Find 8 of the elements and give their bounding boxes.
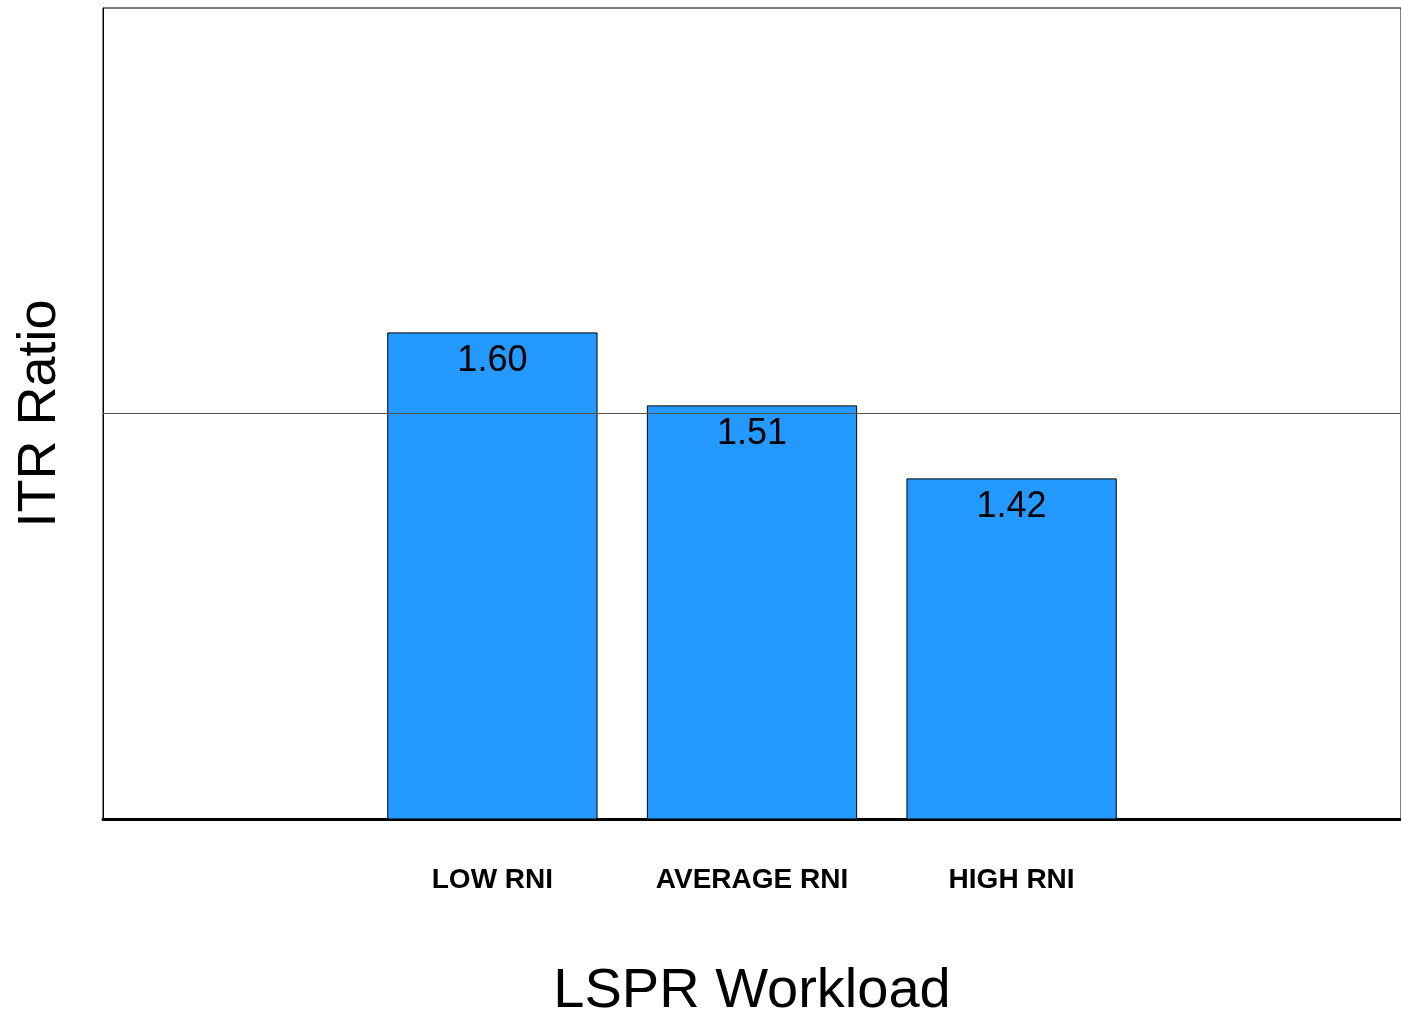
data-label: 1.42: [976, 483, 1047, 525]
y-axis-title: ITR Ratio: [6, 299, 66, 528]
x-tick-label: LOW RNI: [431, 862, 554, 894]
data-label: 1.51: [716, 410, 788, 452]
x-tick-label: AVERAGE RNI: [655, 862, 849, 894]
data-label: 1.60: [457, 337, 528, 379]
x-axis-title: LSPR Workload: [553, 955, 951, 1019]
x-tick-label: HIGH RNI: [948, 862, 1075, 894]
